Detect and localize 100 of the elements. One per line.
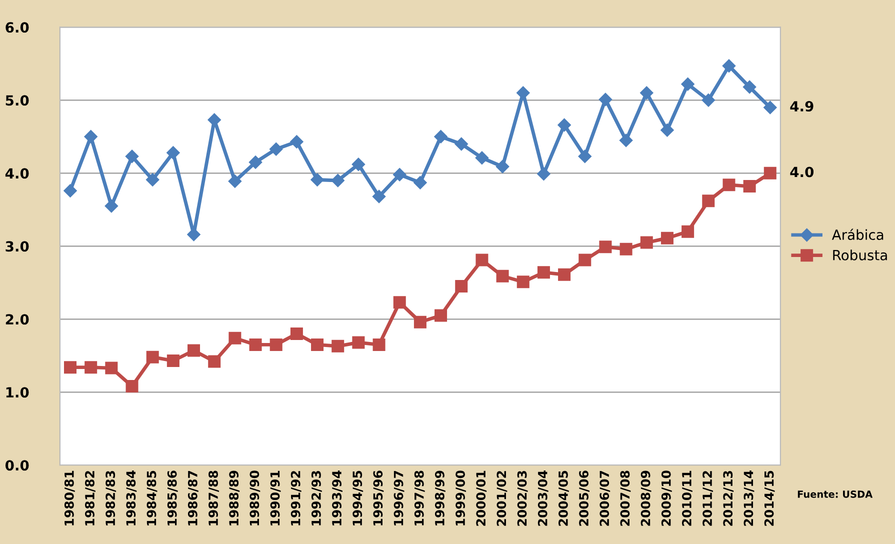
x-tick-label: 1996/97	[394, 470, 404, 526]
point	[208, 355, 221, 368]
point	[537, 167, 550, 180]
x-tick-label: 1984/85	[146, 470, 158, 526]
annotation: 4.9	[790, 101, 814, 112]
x-tick-label: 2007/08	[620, 470, 631, 526]
point	[414, 176, 427, 190]
x-tick-label: 1985/86	[167, 470, 178, 526]
point	[332, 340, 344, 352]
point	[146, 173, 160, 186]
point	[125, 150, 139, 163]
point	[126, 380, 138, 393]
point	[475, 151, 489, 164]
x-tick-label: 1992/93	[311, 470, 322, 526]
x-tick-label: 2010/11	[682, 470, 692, 526]
x-tick-label: 2001/02	[496, 471, 508, 526]
point	[599, 240, 612, 254]
y-tick-label: 6.0	[6, 22, 29, 33]
point	[290, 327, 303, 340]
legend-label: Arábica	[832, 228, 884, 240]
point	[352, 336, 365, 349]
point	[64, 361, 77, 374]
point	[248, 156, 262, 169]
point	[372, 190, 386, 204]
x-tick-label: 1994/95	[352, 470, 364, 526]
point	[640, 236, 653, 249]
point	[702, 194, 715, 208]
point	[434, 309, 448, 322]
x-tick-label: 1998/99	[434, 470, 446, 526]
point	[558, 268, 571, 281]
point	[722, 178, 736, 192]
y-tick-label: 0.0	[5, 460, 29, 471]
point	[414, 316, 426, 328]
annotation: 4.0	[790, 166, 814, 178]
point	[393, 296, 406, 309]
point	[722, 59, 736, 72]
point	[682, 225, 694, 238]
point	[352, 158, 366, 172]
point	[105, 362, 118, 374]
point	[764, 166, 776, 180]
x-tick-label: 2005/06	[579, 470, 590, 526]
point	[660, 124, 674, 137]
x-tick-label: 1989/90	[250, 470, 260, 526]
x-tick-label: 2009/10	[661, 470, 672, 526]
y-tick-label: 1.0	[6, 387, 29, 398]
point	[64, 184, 77, 198]
point	[516, 276, 530, 288]
x-tick-label: 2012/13	[723, 470, 734, 526]
point	[496, 160, 510, 174]
y-tick-label: 3.0	[6, 241, 29, 252]
point	[578, 150, 592, 163]
point	[598, 92, 612, 106]
x-tick-label: 1997/98	[414, 470, 425, 526]
point	[764, 100, 777, 114]
x-tick-label: 1987/88	[208, 470, 219, 526]
x-tick-label: 1986/87	[188, 470, 198, 526]
x-tick-label: 1995/96	[373, 470, 384, 526]
x-tick-label: 1993/94	[332, 470, 342, 526]
point	[454, 137, 468, 151]
x-tick-label: 2004/05	[558, 470, 569, 526]
x-tick-label: 2013/14	[744, 470, 754, 526]
x-tick-label: 2000/01	[476, 470, 487, 526]
point	[208, 113, 221, 126]
x-tick-label: 1983/84	[126, 470, 137, 526]
point	[660, 232, 674, 244]
x-tick-label: 1980/81	[64, 470, 75, 526]
x-tick-label: 1988/89	[229, 470, 240, 526]
point	[743, 180, 756, 193]
point	[331, 174, 344, 188]
point	[84, 130, 98, 144]
point	[434, 130, 448, 144]
x-tick-label: 1990/91	[270, 470, 281, 526]
point	[619, 134, 633, 147]
point	[640, 86, 654, 100]
point	[270, 338, 282, 351]
y-tick-label: 4.0	[5, 168, 29, 179]
point	[146, 350, 159, 364]
point	[249, 338, 262, 351]
x-tick-label: 2003/04	[538, 470, 548, 526]
point	[455, 280, 468, 293]
point	[620, 242, 632, 256]
point	[188, 344, 200, 357]
point	[84, 361, 98, 374]
point	[702, 94, 715, 107]
point	[578, 254, 592, 266]
x-tick-label: 2002/03	[517, 470, 528, 526]
point	[166, 354, 180, 367]
x-tick-label: 1991/92	[290, 471, 302, 526]
point	[476, 254, 488, 266]
point	[681, 78, 694, 91]
point	[228, 332, 242, 344]
point	[372, 338, 386, 351]
point	[496, 270, 509, 282]
point	[104, 199, 118, 213]
point	[270, 142, 283, 156]
point	[290, 135, 304, 148]
source-note: Fuente: USDA	[798, 490, 873, 498]
point	[166, 146, 180, 160]
point	[558, 118, 571, 132]
point	[537, 266, 550, 279]
